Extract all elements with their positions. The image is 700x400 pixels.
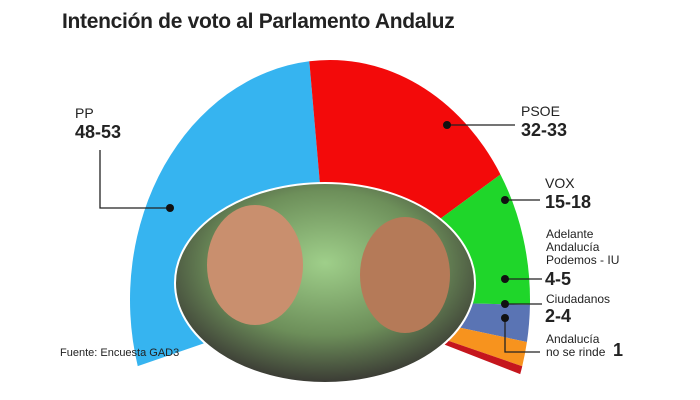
photo-face-2 [360,217,450,333]
leader-line-6 [504,318,540,353]
leader-dot-3 [501,196,509,204]
leader-dot-2 [443,121,451,129]
label-psoe-value: 32-33 [521,120,568,140]
leader-line-1 [99,150,170,209]
label-vox-name: VOX [545,175,575,191]
source-note: Fuente: Encuesta GAD3 [60,347,180,359]
chart-title: Intención de voto al Parlamento Andaluz [62,10,455,33]
label-vox-value: 15-18 [545,192,592,212]
leader-dot-1 [166,204,174,212]
label-aa-name3: Podemos - IU [546,253,620,267]
label-pp-value: 48-53 [75,122,122,142]
leader-dot-4 [501,275,509,283]
label-pp-name: PP [75,105,94,121]
label-aa-name1: Adelante [546,227,594,241]
label-aa-name2: Andalucía [546,240,600,254]
leader-dot-6 [501,314,509,322]
label-psoe-name: PSOE [521,103,560,119]
label-anr-name2: no se rinde [546,345,606,359]
label-anr-value: 1 [613,340,624,360]
label-anr-name1: Andalucía [546,332,600,346]
label-cs-value: 2-4 [545,306,572,326]
leader-dot-5 [501,300,509,308]
photo-face-1 [207,205,303,325]
label-cs-name: Ciudadanos [546,292,611,306]
label-aa-value: 4-5 [545,269,572,289]
